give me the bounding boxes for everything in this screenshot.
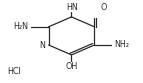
Text: HN: HN bbox=[66, 2, 78, 12]
Text: O: O bbox=[100, 2, 107, 12]
Text: HCl: HCl bbox=[7, 67, 21, 76]
Text: N: N bbox=[39, 41, 45, 50]
Text: NH₂: NH₂ bbox=[114, 41, 129, 49]
Text: H₂N: H₂N bbox=[14, 22, 29, 31]
Text: OH: OH bbox=[65, 62, 78, 71]
